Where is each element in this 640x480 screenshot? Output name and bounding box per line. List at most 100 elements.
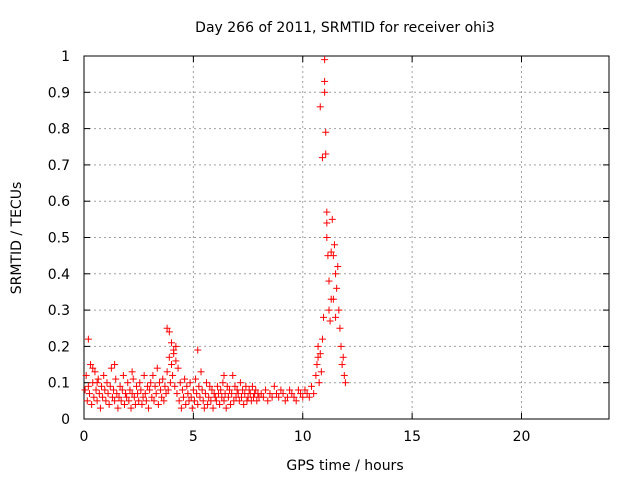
y-tick-label: 0.4 — [48, 267, 70, 283]
data-point — [218, 393, 226, 401]
data-point — [154, 400, 162, 408]
data-point — [301, 386, 309, 394]
data-point — [231, 382, 239, 390]
data-point — [224, 393, 232, 401]
data-point — [85, 390, 93, 398]
data-point — [290, 393, 298, 401]
data-point — [150, 397, 158, 405]
data-point — [190, 397, 198, 405]
data-point — [84, 382, 92, 390]
data-point — [146, 386, 154, 394]
data-point — [184, 390, 192, 398]
data-point — [288, 390, 296, 398]
data-point — [217, 386, 225, 394]
data-point — [119, 371, 127, 379]
data-point — [149, 371, 157, 379]
data-point — [116, 382, 124, 390]
data-point — [330, 241, 338, 249]
data-point — [139, 393, 147, 401]
data-point — [316, 350, 324, 358]
data-point — [151, 382, 159, 390]
data-point — [98, 382, 105, 390]
data-point — [101, 386, 109, 394]
data-point — [248, 382, 256, 390]
data-point — [117, 397, 125, 405]
data-point — [257, 390, 265, 398]
data-point — [245, 386, 253, 394]
data-point — [161, 382, 169, 390]
data-point — [199, 397, 207, 405]
data-point — [313, 361, 321, 369]
data-point — [157, 386, 165, 394]
data-point — [175, 397, 183, 405]
data-point — [188, 404, 196, 412]
data-point — [113, 390, 121, 398]
data-point — [325, 306, 333, 314]
data-point — [106, 382, 114, 390]
data-point — [115, 393, 123, 401]
data-point — [178, 386, 186, 394]
data-point — [322, 150, 330, 158]
data-point — [174, 364, 182, 372]
data-point — [320, 313, 328, 321]
data-point — [103, 379, 111, 387]
grid-lines — [84, 56, 609, 419]
x-tick-label: 0 — [80, 429, 89, 445]
data-point — [182, 400, 190, 408]
data-point — [181, 375, 189, 383]
data-point — [133, 382, 140, 390]
x-tick-label: 20 — [513, 429, 531, 445]
data-point — [195, 382, 203, 390]
data-point — [294, 386, 302, 394]
data-point — [223, 382, 231, 390]
y-tick-label: 0.8 — [48, 122, 70, 138]
y-axis-label: SRMTID / TECUs — [9, 182, 25, 295]
data-point — [130, 393, 138, 401]
x-axis-label: GPS time / hours — [286, 458, 403, 474]
data-point — [120, 400, 128, 408]
data-point — [332, 270, 340, 278]
data-point — [93, 379, 101, 387]
data-point — [192, 375, 200, 383]
y-tick-label: 0.1 — [48, 376, 70, 392]
data-point — [222, 404, 230, 412]
data-point — [220, 371, 228, 379]
data-point — [318, 154, 326, 162]
data-point — [177, 404, 185, 412]
data-point — [279, 390, 287, 398]
data-point — [270, 382, 278, 390]
data-point — [262, 386, 270, 394]
data-point — [92, 386, 100, 394]
data-point — [123, 393, 131, 401]
data-point — [314, 353, 322, 361]
data-point — [187, 393, 195, 401]
data-point — [197, 368, 205, 376]
data-point — [336, 324, 344, 332]
data-point — [334, 263, 342, 271]
data-point — [208, 386, 216, 394]
data-point — [234, 390, 242, 398]
x-tick-label: 10 — [294, 429, 312, 445]
data-point — [292, 397, 300, 405]
data-point — [102, 397, 110, 405]
data-point — [147, 379, 155, 387]
data-point — [136, 379, 144, 387]
data-point — [159, 375, 167, 383]
data-point — [118, 386, 126, 394]
data-point — [131, 400, 139, 408]
y-tick-label: 0.5 — [48, 231, 70, 247]
data-point — [160, 397, 168, 405]
data-point — [108, 393, 116, 401]
data-point — [153, 364, 161, 372]
data-point — [91, 368, 99, 376]
data-point — [219, 379, 227, 387]
data-point — [111, 361, 119, 369]
data-point — [107, 364, 115, 372]
data-point — [173, 390, 181, 398]
data-point — [89, 364, 97, 372]
axis-ticks: 0 5 10 15 20 0 0.1 0.2 0.3 0.4 0.5 0.6 0.7 0.8 0.9 1 — [48, 49, 609, 445]
data-point — [111, 397, 119, 405]
data-point — [323, 208, 331, 216]
data-point — [318, 335, 326, 343]
data-point — [297, 390, 305, 398]
